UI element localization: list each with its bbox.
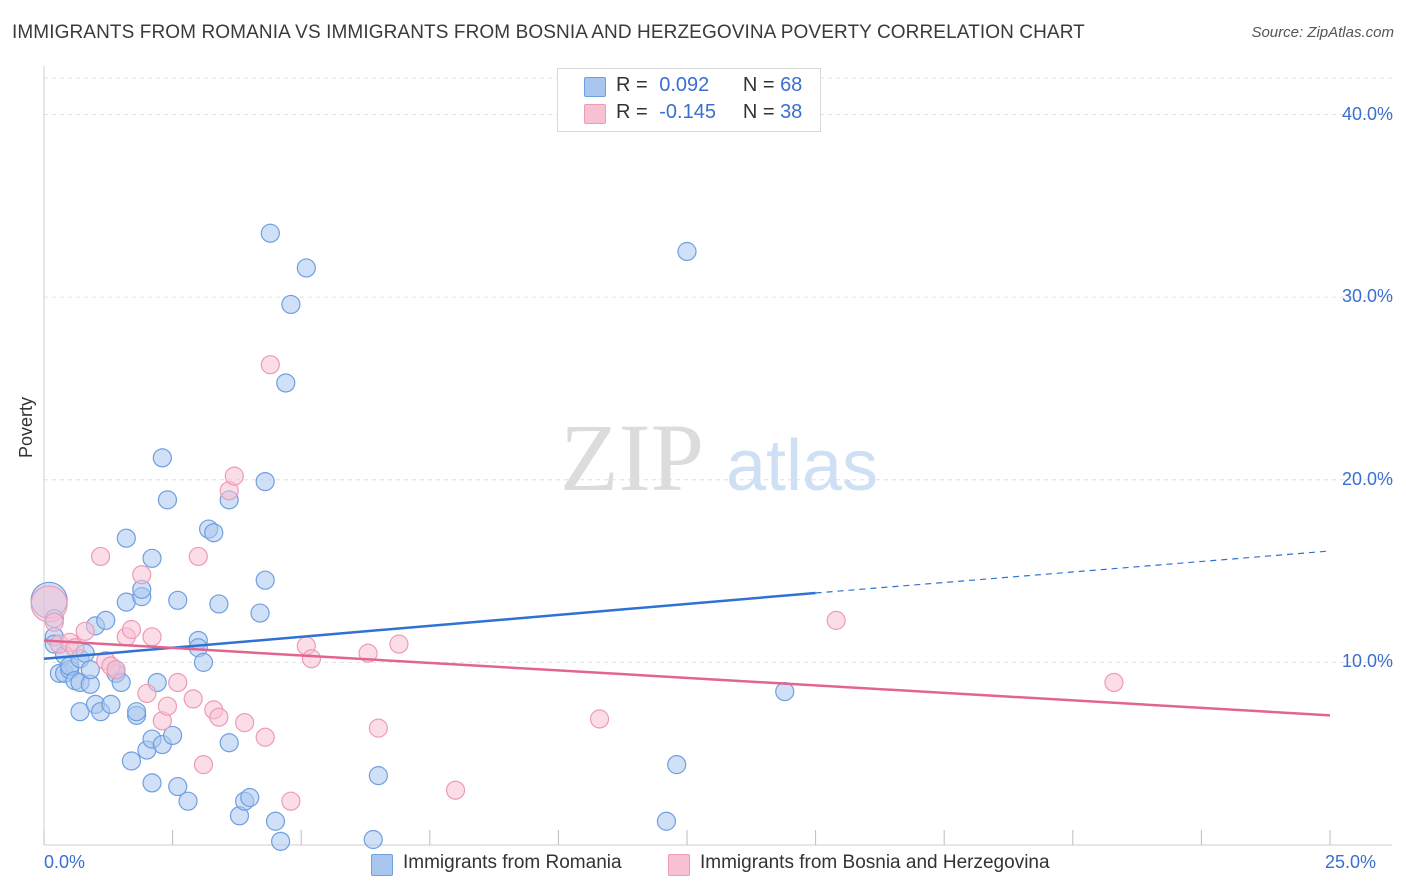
romania-point: [157, 490, 178, 510]
bosnia-point: [90, 546, 111, 567]
bosnia-point: [188, 546, 208, 567]
romania-point: [126, 702, 147, 722]
trend-line-romania-extension: [815, 550, 1331, 594]
bottom-legend-swatch-bosnia: [668, 854, 690, 876]
bosnia-point: [44, 612, 64, 632]
source-label: Source: ZipAtlas.com: [1251, 24, 1394, 41]
bosnia-point: [183, 689, 203, 709]
trend-layer: [43, 550, 1331, 717]
bosnia-point: [193, 755, 214, 775]
bottom-legend-label-romania: Immigrants from Romania: [403, 852, 622, 873]
romania-point: [368, 766, 388, 786]
bosnia-point: [281, 791, 301, 811]
legend-r-label: R =: [616, 101, 648, 123]
romania-point: [178, 791, 198, 811]
trend-line-bosnia: [43, 639, 1331, 717]
romania-point: [121, 751, 142, 771]
romania-point: [276, 373, 296, 393]
correlation-legend: R = 0.092 N = 68 R = -0.145 N = 38: [557, 68, 821, 132]
watermark-atlas: atlas: [726, 426, 878, 506]
axis-layer: [43, 66, 1392, 846]
bosnia-point: [589, 709, 610, 729]
romania-point: [163, 725, 183, 746]
y-tick-label: 30.0%: [1341, 286, 1393, 307]
legend-n-label: N =: [742, 74, 775, 96]
bosnia-point: [255, 727, 275, 747]
bottom-legend-swatch-romania: [371, 854, 393, 876]
legend-r-value-bosnia: -0.145: [659, 101, 716, 123]
romania-point: [70, 702, 90, 722]
romania-point: [271, 831, 291, 851]
romania-point: [240, 787, 260, 808]
romania-point: [260, 223, 280, 243]
romania-point: [219, 733, 239, 753]
bosnia-point: [368, 718, 388, 738]
romania-point: [255, 570, 275, 590]
romania-point: [116, 528, 136, 548]
bosnia-point: [132, 565, 152, 585]
bosnia-point: [75, 621, 95, 641]
y-axis-title: Poverty: [16, 396, 36, 458]
romania-point: [656, 811, 677, 831]
romania-point: [101, 694, 121, 714]
romania-point: [296, 258, 316, 278]
x-tick-label-max: 25.0%: [1325, 852, 1377, 872]
bosnia-point: [389, 634, 409, 654]
bosnia-point: [445, 780, 466, 800]
y-tick-label: 20.0%: [1341, 468, 1393, 489]
legend-r-value-romania: 0.092: [659, 74, 710, 96]
legend-swatch-romania: [584, 77, 606, 97]
romania-point: [142, 548, 162, 568]
bosnia-point: [301, 649, 322, 669]
legend-n-value-bosnia: 38: [780, 101, 803, 123]
watermark-zip: ZIP: [560, 404, 704, 511]
romania-point: [775, 681, 795, 702]
bosnia-point: [168, 672, 188, 693]
legend-r-label: R =: [616, 74, 648, 96]
legend-n-label: N =: [742, 101, 775, 123]
romania-point: [168, 590, 188, 610]
watermark: ZIP atlas: [560, 404, 878, 511]
romania-point: [142, 773, 162, 793]
romania-point: [209, 594, 229, 614]
bosnia-point: [1104, 672, 1124, 693]
bosnia-point: [106, 660, 126, 680]
romania-point: [281, 294, 301, 315]
trend-line-romania: [43, 591, 816, 660]
points-layer: [30, 223, 1124, 851]
romania-point: [667, 755, 687, 775]
bosnia-point: [121, 619, 142, 640]
romania-point: [265, 811, 286, 831]
romania-point: [152, 448, 172, 468]
grid-layer: [44, 77, 1392, 663]
romania-point: [677, 241, 697, 262]
romania-point: [80, 660, 100, 680]
romania-point: [255, 471, 275, 492]
romania-point: [204, 523, 224, 543]
bosnia-point: [260, 355, 280, 375]
bosnia-point: [826, 610, 846, 630]
bosnia-point: [157, 696, 178, 716]
romania-point: [363, 829, 383, 850]
romania-point: [168, 776, 188, 797]
bosnia-point: [358, 643, 378, 663]
bosnia-point: [224, 466, 244, 486]
romania-point: [250, 603, 270, 623]
legend-swatch-bosnia: [584, 104, 606, 124]
bosnia-point: [137, 683, 157, 704]
bosnia-point: [209, 707, 229, 727]
bosnia-point: [142, 627, 162, 647]
bottom-legend-label-bosnia: Immigrants from Bosnia and Herzegovina: [700, 852, 1050, 873]
x-tick-label-min: 0.0%: [44, 852, 86, 872]
bosnia-point: [235, 713, 255, 733]
chart-title: IMMIGRANTS FROM ROMANIA VS IMMIGRANTS FR…: [12, 22, 1085, 43]
romania-point: [193, 652, 214, 672]
y-tick-label: 40.0%: [1341, 103, 1393, 124]
romania-point: [96, 610, 116, 630]
legend-n-value-romania: 68: [780, 74, 803, 96]
y-tick-label: 10.0%: [1341, 651, 1393, 672]
